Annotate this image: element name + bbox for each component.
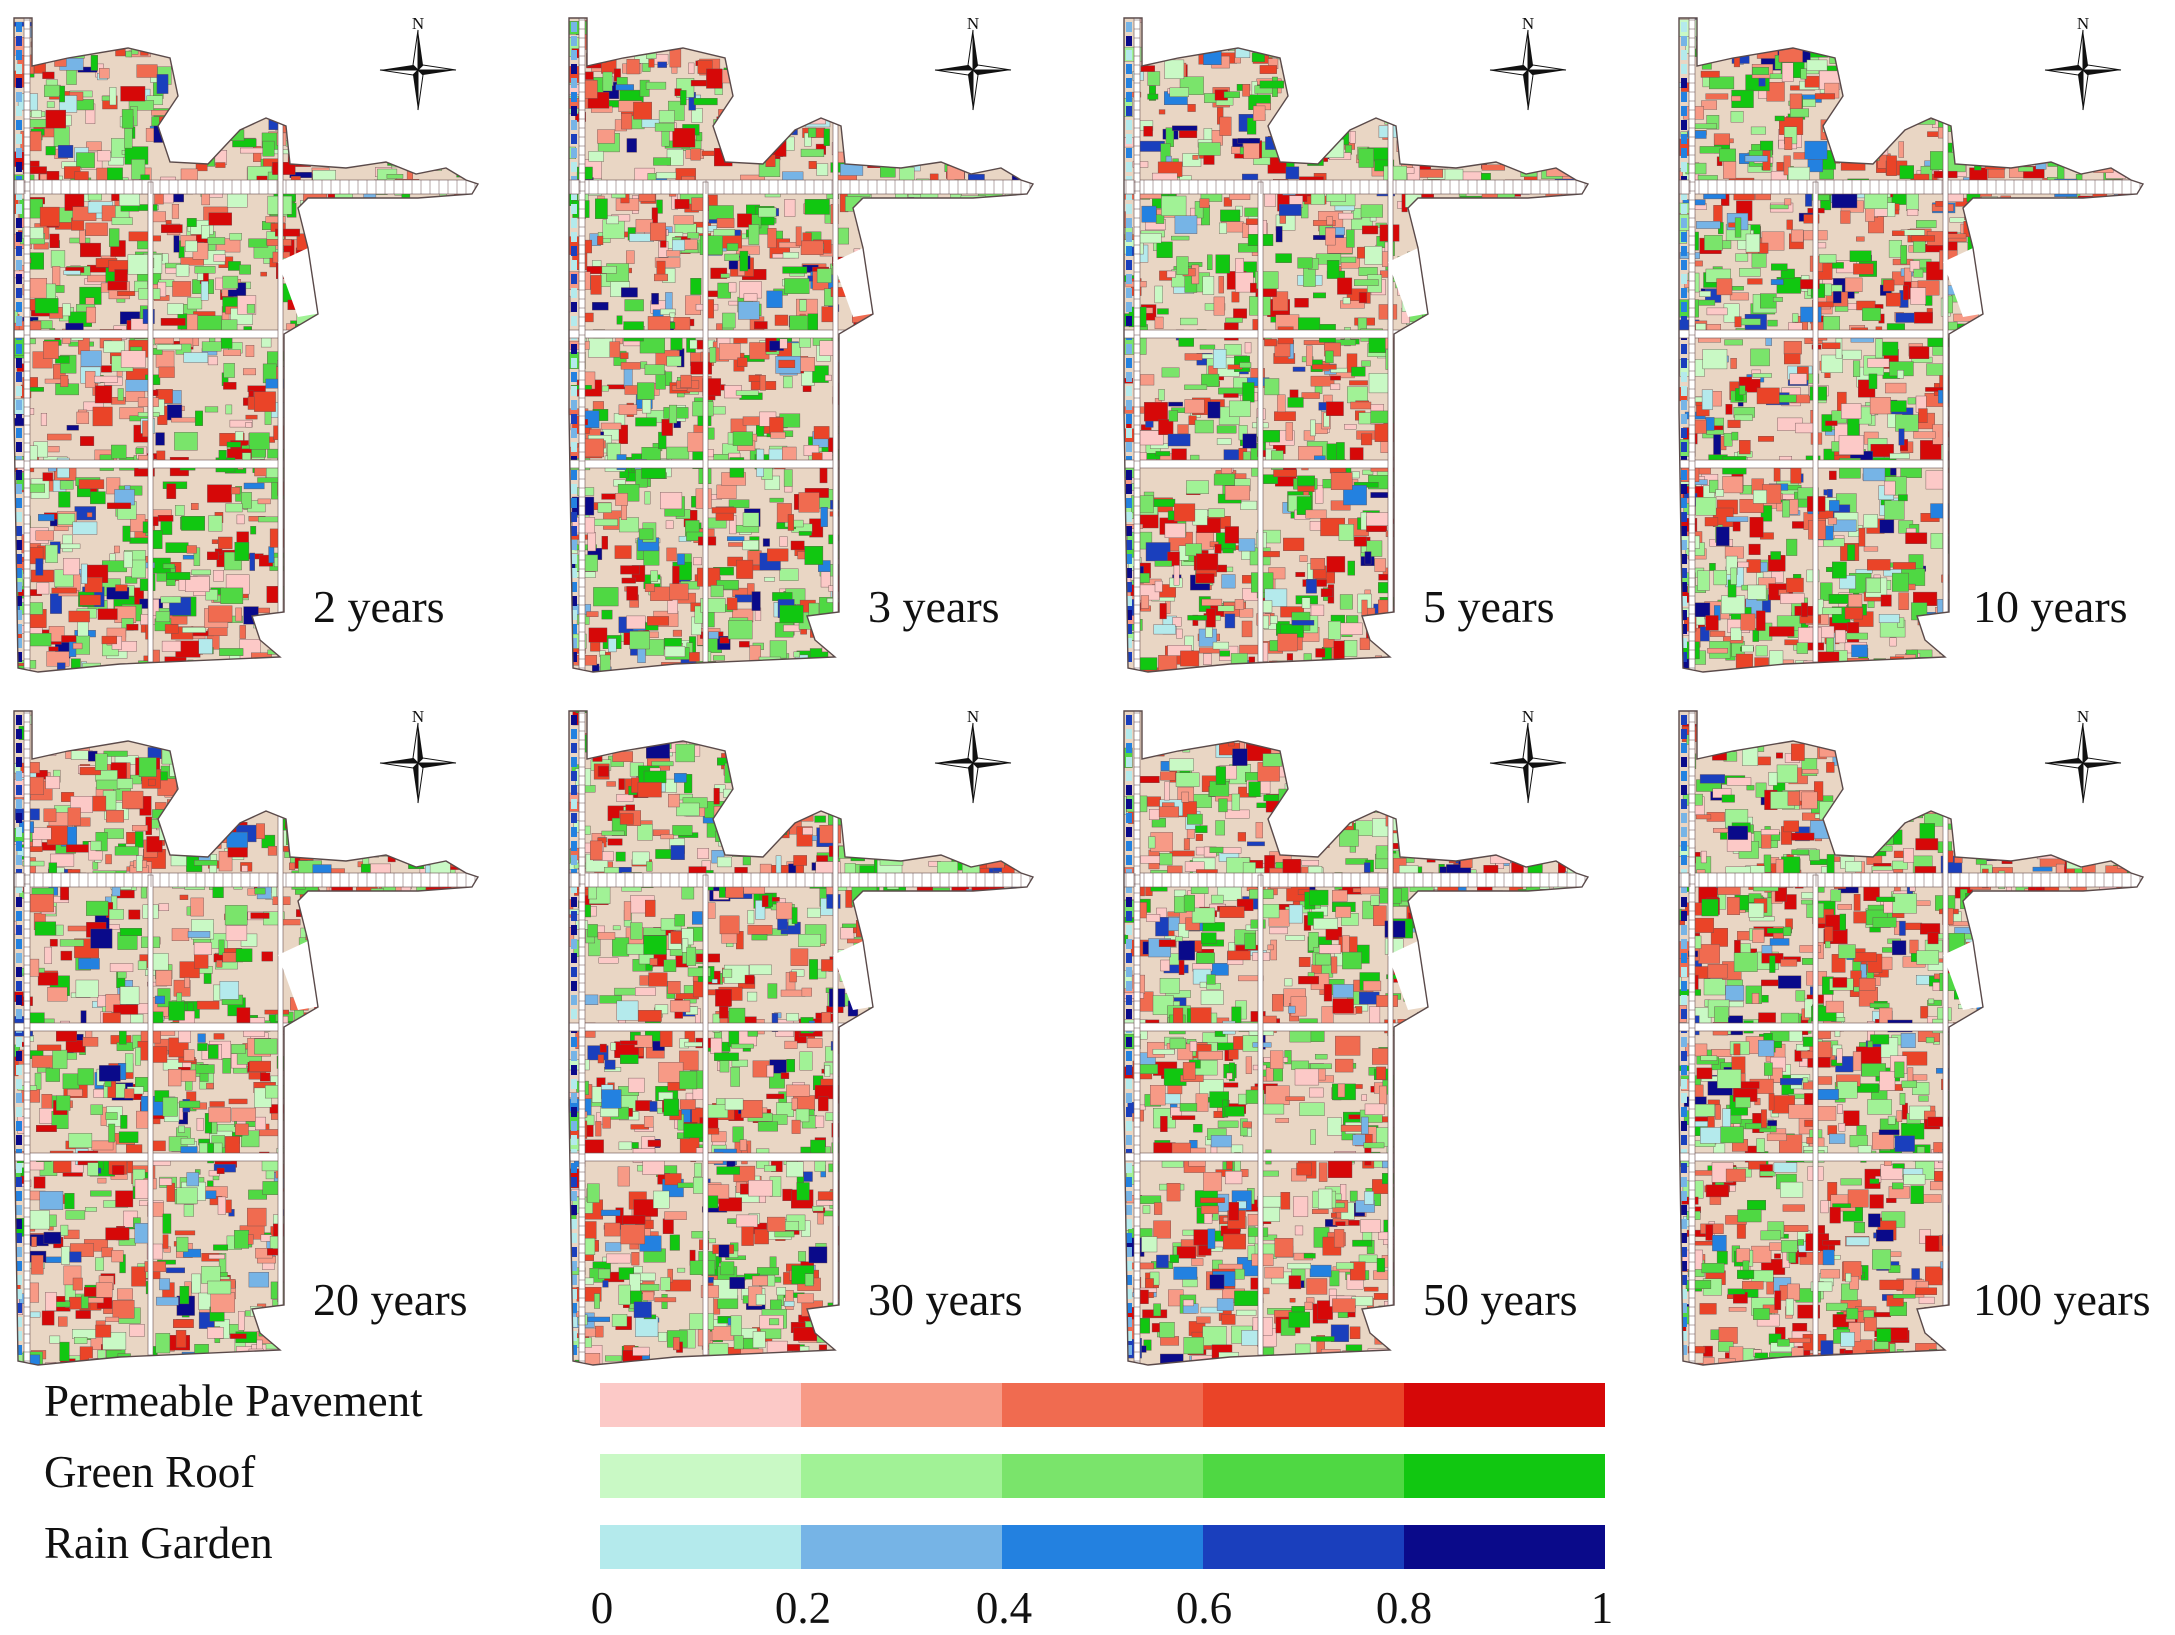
return-period-label: 10 years <box>1973 581 2128 632</box>
north-arrow-icon: N <box>378 707 458 811</box>
legend-swatch <box>1002 1525 1203 1569</box>
north-arrow-icon: N <box>2043 14 2123 118</box>
north-label: N <box>411 707 425 726</box>
north-label: N <box>2076 707 2090 726</box>
legend-swatch <box>600 1525 801 1569</box>
map-panel: N 5 years <box>1118 12 1638 677</box>
map-panel: N 10 years <box>1673 12 2175 677</box>
return-period-label: 100 years <box>1973 1274 2151 1325</box>
legend-swatch <box>801 1383 1002 1427</box>
landuse-map <box>1123 710 1590 1366</box>
legend-swatch <box>1404 1383 1605 1427</box>
north-label: N <box>1521 14 1535 33</box>
legend-swatch <box>801 1454 1002 1498</box>
legend-swatch <box>1203 1383 1404 1427</box>
north-arrow-icon: N <box>1488 14 1568 118</box>
map-panel: N 20 years <box>8 705 528 1370</box>
legend-swatch <box>801 1525 1002 1569</box>
legend-swatch <box>1002 1454 1203 1498</box>
legend-bar-permeable-pavement <box>600 1383 1605 1427</box>
landuse-map <box>1678 710 2145 1366</box>
map-panel: N 2 years <box>8 12 528 677</box>
legend-tick: 0.8 <box>1375 1583 1433 1633</box>
legend-bar-rain-garden <box>600 1525 1605 1569</box>
return-period-label: 30 years <box>868 1274 1023 1325</box>
legend-label-rain-garden: Rain Garden <box>44 1518 273 1568</box>
legend-tick: 1 <box>1590 1583 1614 1633</box>
return-period-label: 50 years <box>1423 1274 1578 1325</box>
legend-swatch <box>1404 1454 1605 1498</box>
north-arrow-icon: N <box>1488 707 1568 811</box>
legend-swatch <box>1404 1525 1605 1569</box>
landuse-map <box>568 710 1035 1366</box>
map-panel: N 30 years <box>563 705 1083 1370</box>
landuse-map <box>13 17 480 673</box>
north-arrow-icon: N <box>378 14 458 118</box>
return-period-label: 2 years <box>313 581 445 632</box>
north-arrow-icon: N <box>933 707 1013 811</box>
return-period-label: 3 years <box>868 581 1000 632</box>
return-period-label: 5 years <box>1423 581 1555 632</box>
map-panel: N 3 years <box>563 12 1083 677</box>
legend-tick: 0 <box>590 1583 614 1633</box>
legend-label-green-roof: Green Roof <box>44 1447 256 1497</box>
legend-swatch <box>1203 1454 1404 1498</box>
north-label: N <box>966 707 980 726</box>
landuse-map <box>1123 17 1590 673</box>
legend-label-permeable-pavement: Permeable Pavement <box>44 1376 423 1426</box>
north-label: N <box>2076 14 2090 33</box>
landuse-map <box>568 17 1035 673</box>
north-label: N <box>411 14 425 33</box>
landuse-map <box>13 710 480 1366</box>
legend-bar-green-roof <box>600 1454 1605 1498</box>
north-label: N <box>1521 707 1535 726</box>
legend-swatch <box>1002 1383 1203 1427</box>
map-panel: N 50 years <box>1118 705 1638 1370</box>
north-arrow-icon: N <box>2043 707 2123 811</box>
legend-swatch <box>600 1383 801 1427</box>
legend-tick: 0.6 <box>1175 1583 1233 1633</box>
landuse-map <box>1678 17 2145 673</box>
north-arrow-icon: N <box>933 14 1013 118</box>
return-period-label: 20 years <box>313 1274 468 1325</box>
legend-tick: 0.2 <box>774 1583 832 1633</box>
map-panel: N 100 years <box>1673 705 2175 1370</box>
legend-swatch <box>1203 1525 1404 1569</box>
north-label: N <box>966 14 980 33</box>
legend-tick: 0.4 <box>975 1583 1033 1633</box>
legend-swatch <box>600 1454 801 1498</box>
